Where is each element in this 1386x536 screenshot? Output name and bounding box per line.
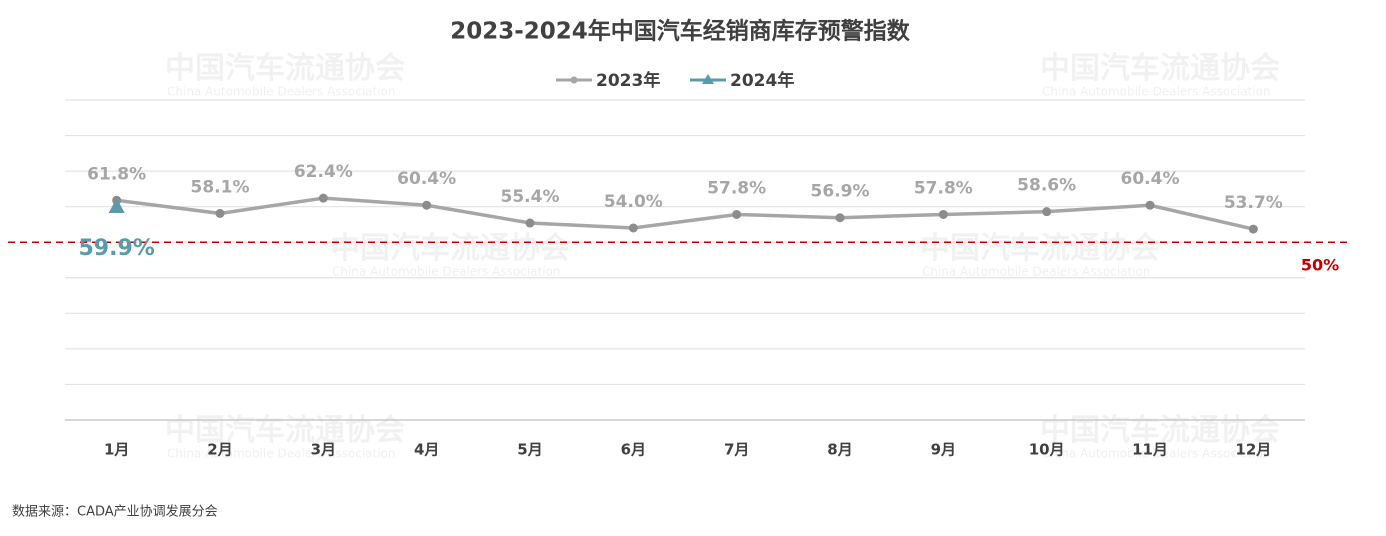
data-label: 62.4% <box>294 162 353 182</box>
point <box>422 200 432 210</box>
x-tick-label: 8月 <box>827 441 852 459</box>
x-tick-label: 4月 <box>414 441 439 459</box>
watermark: 中国汽车流通协会 <box>330 231 570 266</box>
watermark: 中国汽车流通协会 <box>1040 413 1280 448</box>
x-tick-label: 7月 <box>724 441 749 459</box>
data-label: 53.7% <box>1224 193 1283 213</box>
watermark: 中国汽车流通协会 <box>165 413 405 448</box>
watermark-en: China Automobile Dealers Association <box>1042 447 1271 461</box>
legend-marker <box>702 74 714 84</box>
data-label: 58.1% <box>191 177 250 197</box>
x-tick-label: 2月 <box>207 441 232 459</box>
data-label: 57.8% <box>707 178 766 198</box>
data-label: 55.4% <box>501 187 560 207</box>
x-tick-label: 3月 <box>311 441 336 459</box>
point <box>938 209 948 219</box>
watermark: 中国汽车流通协会 <box>165 51 405 86</box>
data-label: 57.8% <box>914 178 973 198</box>
watermark-en: China Automobile Dealers Association <box>922 265 1151 279</box>
point <box>318 193 328 203</box>
data-label: 59.9% <box>79 236 155 261</box>
point <box>1248 224 1258 234</box>
x-tick-label: 1月 <box>104 441 129 459</box>
point <box>1145 200 1155 210</box>
legend-marker <box>570 76 578 84</box>
x-tick-label: 5月 <box>517 441 542 459</box>
x-tick-label: 12月 <box>1235 441 1271 459</box>
series-line <box>116 196 1254 231</box>
legend-label: 2024年 <box>730 70 794 91</box>
data-label: 58.6% <box>1017 176 1076 196</box>
watermark-en: China Automobile Dealers Association <box>1042 85 1271 99</box>
point <box>108 198 125 214</box>
watermark-en: China Automobile Dealers Association <box>167 447 396 461</box>
watermark: 中国汽车流通协会 <box>1040 51 1280 86</box>
data-label: 56.9% <box>811 182 870 202</box>
point <box>835 213 845 223</box>
chart-title: 2023-2024年中国汽车经销商库存预警指数 <box>450 18 911 45</box>
watermark-en: China Automobile Dealers Association <box>332 265 561 279</box>
point <box>628 223 638 233</box>
x-tick-label: 9月 <box>931 441 956 459</box>
point <box>525 218 535 228</box>
watermark-en: China Automobile Dealers Association <box>167 85 396 99</box>
point <box>732 209 742 219</box>
point <box>215 208 225 218</box>
data-label: 60.4% <box>1121 169 1180 189</box>
watermark: 中国汽车流通协会 <box>920 231 1160 266</box>
data-label: 54.0% <box>604 192 663 212</box>
point <box>1042 207 1052 217</box>
legend-label: 2023年 <box>596 70 660 91</box>
reference-label: 50% <box>1301 256 1339 275</box>
x-tick-label: 11月 <box>1132 441 1168 459</box>
source: 数据来源：CADA产业协调发展分会 <box>12 504 218 520</box>
x-tick-label: 10月 <box>1029 441 1065 459</box>
data-label: 60.4% <box>397 169 456 189</box>
x-tick-label: 6月 <box>621 441 646 459</box>
data-label: 61.8% <box>87 164 146 184</box>
